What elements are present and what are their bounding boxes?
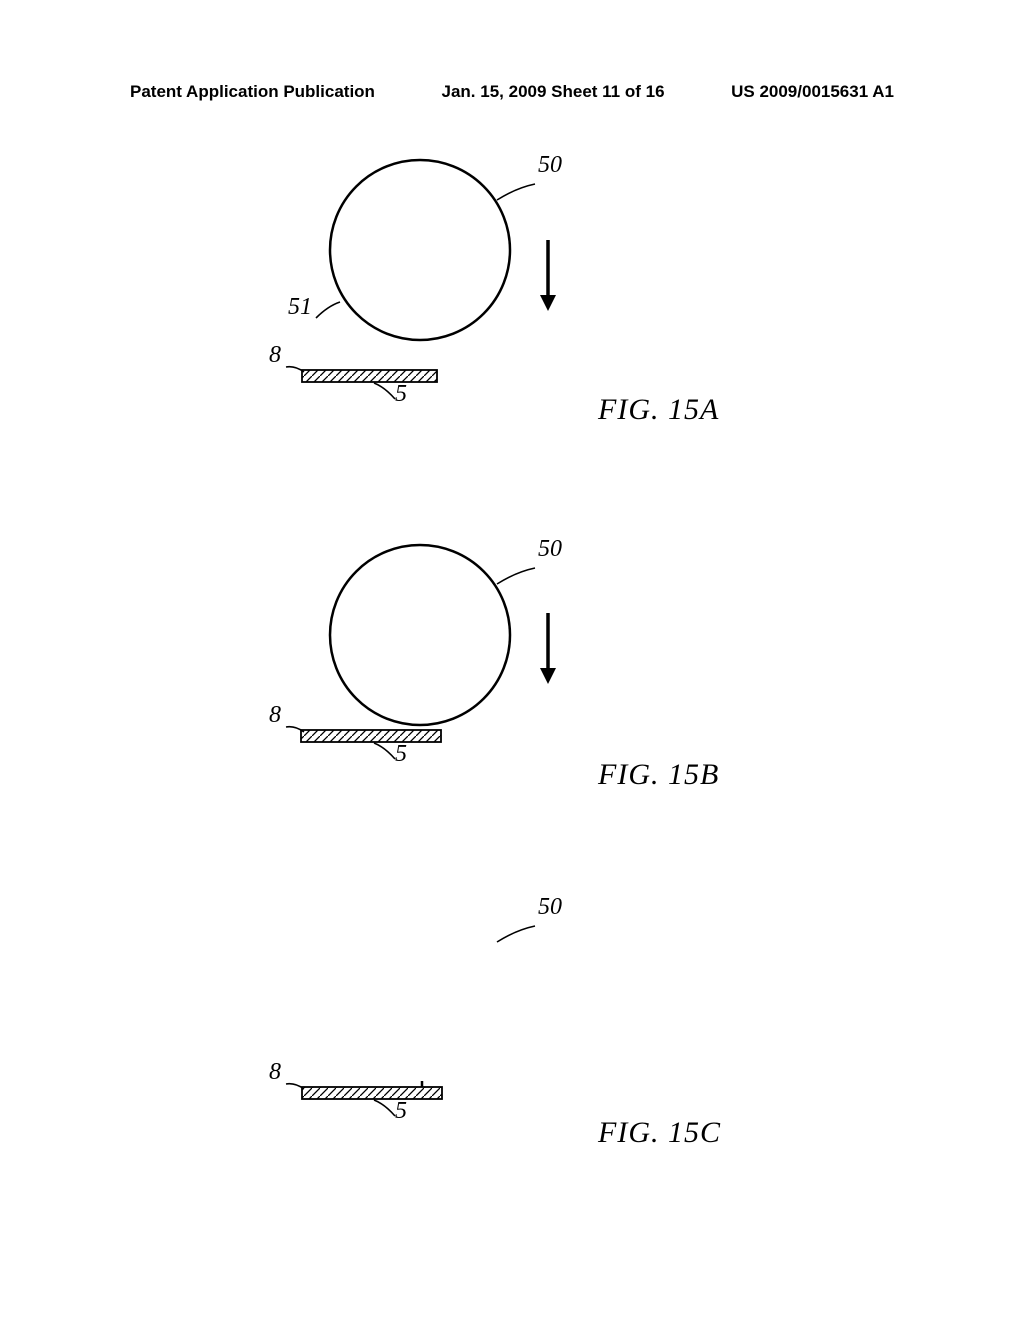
fig15c-label: FIG. 15C [598, 1116, 721, 1150]
ref-8: 8 [269, 1059, 281, 1086]
fig15a [286, 160, 556, 399]
ref-5: 5 [395, 741, 407, 768]
ref-5: 5 [395, 1098, 407, 1125]
ref-50: 50 [538, 536, 562, 563]
diagram-svg [0, 0, 1024, 1320]
fig15b-label: FIG. 15B [598, 758, 719, 792]
ref-50: 50 [538, 152, 562, 179]
fig15a-label: FIG. 15A [598, 393, 719, 427]
ref-8: 8 [269, 342, 281, 369]
fig15c [286, 926, 535, 1116]
ref-51: 51 [288, 294, 312, 321]
fig15b [286, 545, 556, 759]
ref-8: 8 [269, 702, 281, 729]
page: Patent Application Publication Jan. 15, … [0, 0, 1024, 1320]
ref-50: 50 [538, 894, 562, 921]
ref-5: 5 [395, 381, 407, 408]
